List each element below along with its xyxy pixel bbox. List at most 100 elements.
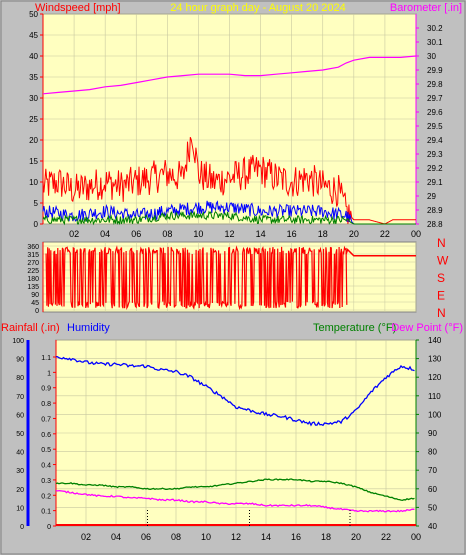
climate-x-tick-label: 02 <box>81 532 91 542</box>
wind-x-tick-label: 16 <box>287 229 297 239</box>
humidity-tick-label: 80 <box>16 375 24 382</box>
wind-y-tick-label: 15 <box>29 157 38 166</box>
gust-line <box>42 137 416 225</box>
wind-y-tick-label: 50 <box>29 10 38 19</box>
rain-tick-label: 0.1 <box>41 509 51 516</box>
wind-x-tick-label: 22 <box>380 229 390 239</box>
wind-x-tick-label: 08 <box>162 229 172 239</box>
climate-x-tick-label: 20 <box>351 532 361 542</box>
average-wind-line <box>42 210 416 226</box>
temp-tick-label: 100 <box>428 410 442 419</box>
wind-x-tick-label: 18 <box>318 229 328 239</box>
dewpoint-label: Dew Point (°F) <box>391 322 463 334</box>
rain-tick-label: 0.8 <box>41 401 51 408</box>
humidity-tick-label: 10 <box>16 505 24 512</box>
climate-series <box>55 355 416 526</box>
rain-tick-label: 0.3 <box>41 478 51 485</box>
climate-axes: 02 04 06 08 10 12 14 16 18 20 22 000102030405060708… <box>12 336 442 542</box>
wind-y-tick-label: 30 <box>29 94 38 103</box>
humidity-tick-label: 40 <box>16 450 24 457</box>
temperature-line <box>55 478 415 501</box>
baro-y-tick-label: 30.1 <box>427 38 443 47</box>
barometer-title: Barometer [.in] <box>390 2 462 14</box>
temp-tick-label: 90 <box>428 429 437 438</box>
direction-y-tick-label: 315 <box>27 252 39 259</box>
temp-tick-label: 40 <box>428 522 437 531</box>
compass-label-w: W <box>437 254 449 268</box>
direction-series <box>45 245 416 311</box>
wind-x-tick-label: 14 <box>256 229 266 239</box>
rain-tick-label: 0.2 <box>41 493 51 500</box>
wind-y-tick-label: 35 <box>29 73 38 82</box>
direction-y-tick-label: 0 <box>35 308 39 315</box>
wind-x-tick-label: 04 <box>100 229 110 239</box>
baro-y-tick-label: 29.4 <box>427 136 443 145</box>
wind-baro-series <box>42 55 417 226</box>
compass-label-n: N <box>437 306 446 320</box>
rain-tick-label: 0.7 <box>41 416 51 423</box>
baro-y-tick-label: 29.8 <box>427 80 443 89</box>
climate-x-tick-label: 08 <box>171 532 181 542</box>
humidity-tick-label: 60 <box>16 412 24 419</box>
baro-y-tick-label: 29 <box>427 192 436 201</box>
rain-tick-label: 0.5 <box>41 447 51 454</box>
baro-y-tick-label: 29.7 <box>427 94 443 103</box>
temp-tick-label: 70 <box>428 466 437 475</box>
baro-y-tick-label: 29.1 <box>427 178 443 187</box>
rain-tick-label: 0.4 <box>41 463 51 470</box>
temp-tick-label: 130 <box>428 355 442 364</box>
wind-x-tick-label: 12 <box>224 229 234 239</box>
baro-y-tick-label: 30 <box>427 52 436 61</box>
climate-x-tick-label: 10 <box>201 532 211 542</box>
barometer-line <box>42 55 417 95</box>
baro-y-tick-label: 30.2 <box>427 24 443 33</box>
climate-x-tick-label: 04 <box>111 532 121 542</box>
rainfall-label: Rainfall (.in) <box>1 322 60 334</box>
wind-direction-line <box>45 245 348 311</box>
rain-tick-label: 0 <box>47 524 51 531</box>
temp-tick-label: 110 <box>428 392 441 401</box>
graph-title: 24 hour graph day - August 20 2024 <box>170 2 346 14</box>
wind-y-tick-label: 20 <box>29 136 38 145</box>
temp-tick-label: 80 <box>428 448 437 457</box>
humidity-line <box>55 355 415 427</box>
wind-y-tick-label: 40 <box>29 52 38 61</box>
compass-label-n: N <box>437 236 446 250</box>
humidity-tick-label: 100 <box>12 338 24 345</box>
direction-y-tick-label: 45 <box>31 300 39 307</box>
humidity-tick-label: 20 <box>16 487 24 494</box>
temperature-label: Temperature (°F) <box>313 322 396 334</box>
wind-x-tick-label: 02 <box>69 229 79 239</box>
direction-y-tick-label: 270 <box>27 260 39 267</box>
climate-x-tick-label: 12 <box>231 532 241 542</box>
wind-y-tick-label: 0 <box>34 220 39 229</box>
direction-y-tick-label: 135 <box>27 284 39 291</box>
baro-y-tick-label: 29.3 <box>427 150 443 159</box>
climate-x-tick-label: 00 <box>411 532 421 542</box>
climate-x-tick-label: 18 <box>321 532 331 542</box>
direction-y-tick-label: 180 <box>27 276 39 283</box>
direction-y-tick-label: 225 <box>27 268 39 275</box>
humidity-tick-label: 0 <box>20 524 24 531</box>
climate-x-tick-label: 14 <box>261 532 271 542</box>
baro-y-tick-label: 28.9 <box>427 206 443 215</box>
baro-y-tick-label: 28.8 <box>427 220 443 229</box>
humidity-tick-label: 30 <box>16 468 24 475</box>
direction-y-tick-label: 90 <box>31 292 39 299</box>
baro-y-tick-label: 29.2 <box>427 164 443 173</box>
humidity-label: Humidity <box>67 322 110 334</box>
wind-x-tick-label: 10 <box>193 229 203 239</box>
rain-tick-label: 1 <box>47 370 51 377</box>
baro-y-tick-label: 29.5 <box>427 122 443 131</box>
compass-label-s: S <box>437 271 445 285</box>
temp-tick-label: 120 <box>428 373 442 382</box>
wind-x-tick-label: 00 <box>411 229 421 239</box>
climate-x-tick-label: 16 <box>291 532 301 542</box>
windspeed-title: Windspeed [mph] <box>35 2 121 14</box>
temp-tick-label: 140 <box>428 336 442 345</box>
wind-y-tick-label: 45 <box>29 31 38 40</box>
